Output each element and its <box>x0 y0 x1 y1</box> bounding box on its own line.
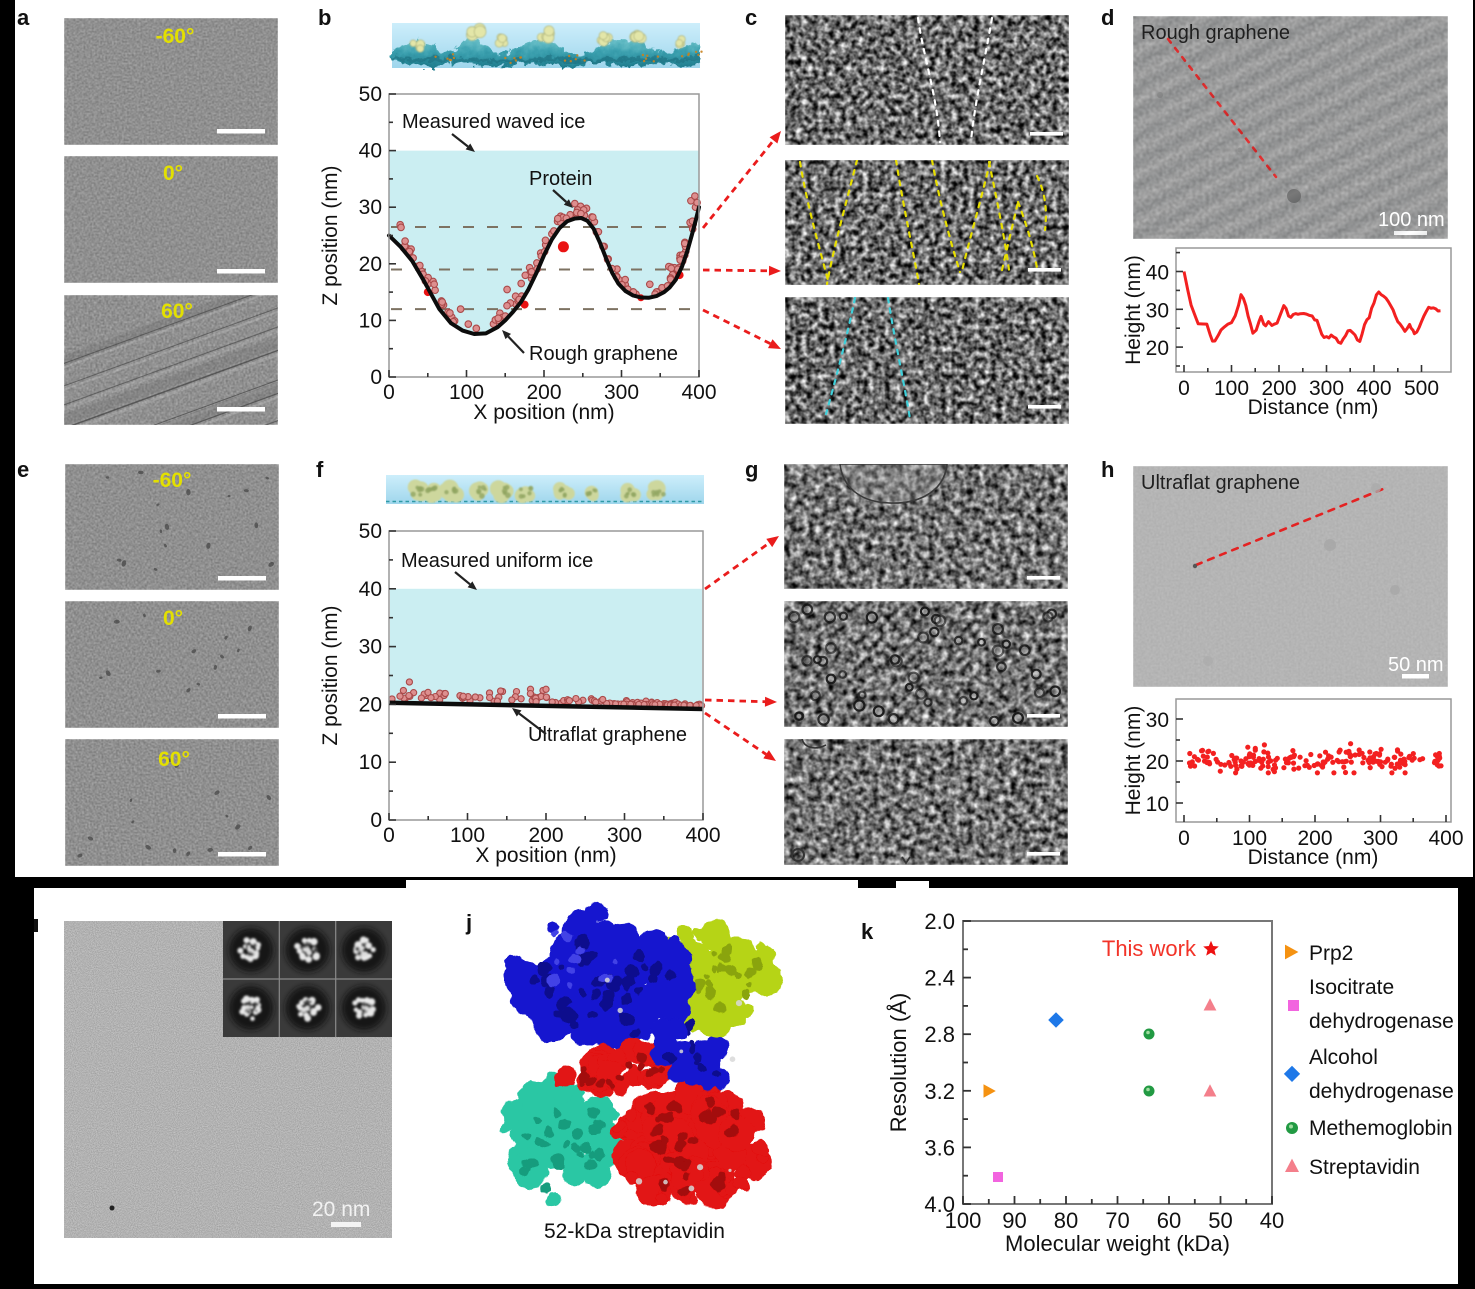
svg-text:90: 90 <box>1002 1208 1026 1233</box>
svg-text:f: f <box>316 457 324 482</box>
svg-text:20: 20 <box>1146 751 1169 774</box>
svg-text:j: j <box>465 910 472 935</box>
svg-text:60: 60 <box>1157 1208 1181 1233</box>
svg-text:Height (nm): Height (nm) <box>1122 255 1145 365</box>
svg-text:3.6: 3.6 <box>924 1135 955 1160</box>
svg-text:20: 20 <box>359 253 382 276</box>
svg-text:Ultraflat graphene: Ultraflat graphene <box>528 724 687 746</box>
svg-text:0: 0 <box>1178 377 1190 400</box>
svg-text:2.8: 2.8 <box>924 1022 955 1047</box>
svg-text:0°: 0° <box>163 162 183 185</box>
svg-text:300: 300 <box>1363 827 1398 850</box>
svg-text:50: 50 <box>1208 1208 1232 1233</box>
svg-text:Measured waved ice: Measured waved ice <box>402 111 585 133</box>
svg-text:a: a <box>17 5 30 30</box>
svg-text:0: 0 <box>370 809 382 832</box>
svg-text:Alcohol: Alcohol <box>1309 1046 1378 1069</box>
svg-text:g: g <box>745 457 758 482</box>
svg-text:200: 200 <box>526 381 561 404</box>
svg-text:40: 40 <box>1260 1208 1284 1233</box>
svg-text:Streptavidin: Streptavidin <box>1309 1156 1420 1179</box>
svg-text:Methemoglobin: Methemoglobin <box>1309 1117 1453 1140</box>
svg-text:200: 200 <box>1297 827 1332 850</box>
svg-text:70: 70 <box>1105 1208 1129 1233</box>
svg-text:60°: 60° <box>158 748 190 771</box>
svg-text:0: 0 <box>370 366 382 389</box>
svg-text:0: 0 <box>383 381 395 404</box>
svg-text:40: 40 <box>1146 261 1169 284</box>
svg-text:200: 200 <box>528 824 563 847</box>
svg-text:100: 100 <box>450 824 485 847</box>
svg-text:50: 50 <box>359 520 382 543</box>
svg-text:h: h <box>1101 457 1114 482</box>
svg-text:0: 0 <box>1178 827 1190 850</box>
svg-text:30: 30 <box>359 196 382 219</box>
svg-text:100: 100 <box>449 381 484 404</box>
svg-text:300: 300 <box>1309 377 1344 400</box>
svg-text:k: k <box>861 919 874 944</box>
svg-text:20: 20 <box>1146 337 1169 360</box>
svg-text:Distance (nm): Distance (nm) <box>1248 396 1379 419</box>
svg-text:10: 10 <box>1146 793 1169 816</box>
svg-text:Rough graphene: Rough graphene <box>529 343 678 365</box>
svg-text:d: d <box>1101 5 1114 30</box>
svg-text:50 nm: 50 nm <box>1388 654 1444 676</box>
svg-text:Z position (nm): Z position (nm) <box>319 605 342 745</box>
svg-text:100 nm: 100 nm <box>1378 209 1445 231</box>
svg-text:80: 80 <box>1054 1208 1078 1233</box>
svg-text:Prp2: Prp2 <box>1309 942 1353 965</box>
svg-text:X position (nm): X position (nm) <box>473 401 614 424</box>
svg-text:This work: This work <box>1102 936 1197 961</box>
svg-text:200: 200 <box>1261 377 1296 400</box>
svg-text:300: 300 <box>607 824 642 847</box>
svg-text:4.0: 4.0 <box>924 1192 955 1217</box>
svg-text:10: 10 <box>359 751 382 774</box>
svg-text:10: 10 <box>359 309 382 332</box>
svg-text:3.2: 3.2 <box>924 1079 955 1104</box>
svg-text:400: 400 <box>681 381 716 404</box>
svg-text:Resolution (Å): Resolution (Å) <box>886 993 911 1132</box>
svg-text:Height (nm): Height (nm) <box>1122 706 1145 816</box>
svg-text:dehydrogenase: dehydrogenase <box>1309 1080 1454 1103</box>
svg-text:2.4: 2.4 <box>924 966 955 991</box>
svg-text:-60°: -60° <box>156 25 195 48</box>
svg-text:Z position (nm): Z position (nm) <box>319 165 342 305</box>
svg-text:Ultraflat graphene: Ultraflat graphene <box>1141 472 1300 494</box>
svg-text:500: 500 <box>1404 377 1439 400</box>
svg-text:X position (nm): X position (nm) <box>475 844 616 867</box>
svg-text:20: 20 <box>359 693 382 716</box>
svg-text:Protein: Protein <box>529 168 592 190</box>
svg-text:0°: 0° <box>163 607 183 630</box>
svg-text:20 nm: 20 nm <box>312 1198 370 1221</box>
svg-text:30: 30 <box>1146 709 1169 732</box>
svg-text:0: 0 <box>383 824 395 847</box>
svg-text:50: 50 <box>359 83 382 106</box>
svg-text:400: 400 <box>685 824 720 847</box>
svg-text:Molecular weight (kDa): Molecular weight (kDa) <box>1005 1231 1230 1256</box>
svg-text:b: b <box>318 5 331 30</box>
svg-text:2.0: 2.0 <box>924 909 955 934</box>
svg-text:e: e <box>17 457 29 482</box>
svg-text:52-kDa streptavidin: 52-kDa streptavidin <box>544 1220 725 1243</box>
svg-text:-60°: -60° <box>153 469 192 492</box>
svg-text:30: 30 <box>1146 299 1169 322</box>
svg-text:40: 40 <box>359 140 382 163</box>
svg-text:400: 400 <box>1428 827 1463 850</box>
svg-text:Measured uniform ice: Measured uniform ice <box>401 550 593 572</box>
svg-text:Distance (nm): Distance (nm) <box>1248 846 1379 869</box>
svg-text:Rough graphene: Rough graphene <box>1141 22 1290 44</box>
svg-text:300: 300 <box>604 381 639 404</box>
svg-text:Isocitrate: Isocitrate <box>1309 976 1394 999</box>
svg-text:100: 100 <box>945 1208 982 1233</box>
svg-text:40: 40 <box>359 578 382 601</box>
svg-text:60°: 60° <box>161 300 193 323</box>
svg-text:dehydrogenase: dehydrogenase <box>1309 1010 1454 1033</box>
svg-text:400: 400 <box>1356 377 1391 400</box>
svg-text:c: c <box>745 5 757 30</box>
svg-text:100: 100 <box>1232 827 1267 850</box>
svg-text:100: 100 <box>1214 377 1249 400</box>
svg-text:30: 30 <box>359 636 382 659</box>
